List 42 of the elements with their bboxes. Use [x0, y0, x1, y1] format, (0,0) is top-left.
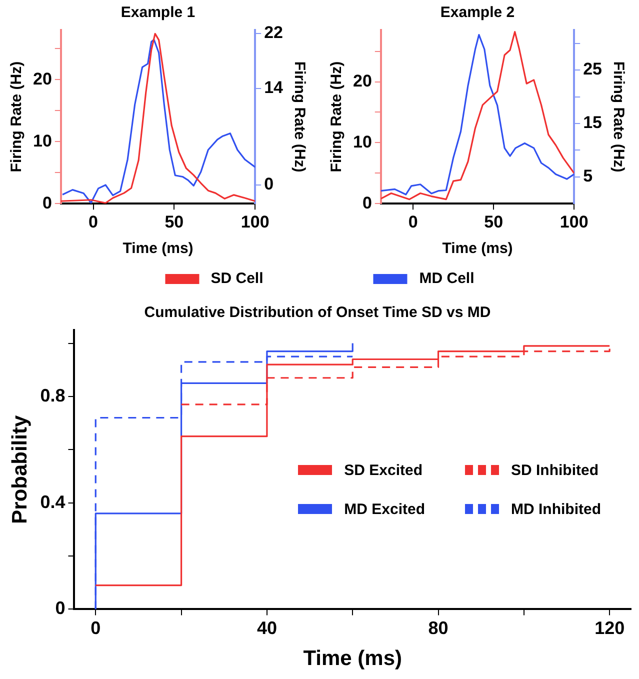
legend-label: MD Excited: [344, 500, 425, 518]
y-axis-title: Probability: [8, 415, 32, 524]
y2-tick-label: 0: [264, 174, 274, 194]
chart-title: Cumulative Distribution of Onset Time SD vs MD: [144, 304, 491, 322]
x-tick-label: 100: [240, 212, 270, 232]
y-tick-label: 0.4: [40, 492, 66, 512]
x-tick-label: 80: [428, 618, 448, 638]
x-tick-label: 40: [256, 618, 277, 638]
chart-title: Example 2: [440, 4, 515, 22]
y-tick-label: 20: [352, 71, 372, 90]
y-axis-title: Firing Rate (Hz): [328, 61, 346, 172]
legend-label: SD Inhibited: [511, 462, 598, 479]
x-tick-label: 120: [594, 618, 625, 638]
y-tick-label: 0: [362, 193, 372, 212]
y-tick-label: 10: [32, 131, 52, 150]
y2-tick-label: 14: [264, 78, 284, 98]
y2-tick-label: 5: [583, 166, 593, 186]
y2-axis-title: Firing Rate (Hz): [610, 61, 627, 172]
x-tick-label: 50: [484, 212, 504, 232]
y-tick-label: 0: [55, 598, 66, 618]
x-tick-label: 50: [164, 212, 184, 232]
y2-tick-label: 15: [583, 113, 602, 132]
y2-axis-title: Firing Rate (Hz): [290, 61, 308, 172]
y2-tick-label: 22: [264, 23, 284, 42]
legend-label: SD Cell: [210, 270, 264, 287]
y-tick-label: 0: [42, 193, 52, 212]
x-tick-label: 0: [90, 618, 101, 638]
legend-label: MD Inhibited: [511, 500, 601, 518]
x-tick-label: 0: [408, 212, 418, 232]
x-axis-title: Time (ms): [303, 647, 402, 670]
chart-title: Example 1: [120, 4, 196, 22]
y-tick-label: 0.8: [40, 385, 66, 406]
legend-label: SD Excited: [344, 462, 423, 479]
legend-label: MD Cell: [419, 270, 474, 287]
x-axis-title: Time (ms): [442, 240, 513, 258]
x-axis-title: Time (ms): [122, 240, 194, 258]
x-tick-label: 0: [88, 212, 98, 232]
y-tick-label: 20: [32, 69, 52, 88]
y2-tick-label: 25: [583, 60, 602, 79]
y-tick-label: 10: [352, 132, 372, 152]
x-tick-label: 100: [560, 212, 588, 232]
y-axis-title: Firing Rate (Hz): [8, 61, 26, 172]
